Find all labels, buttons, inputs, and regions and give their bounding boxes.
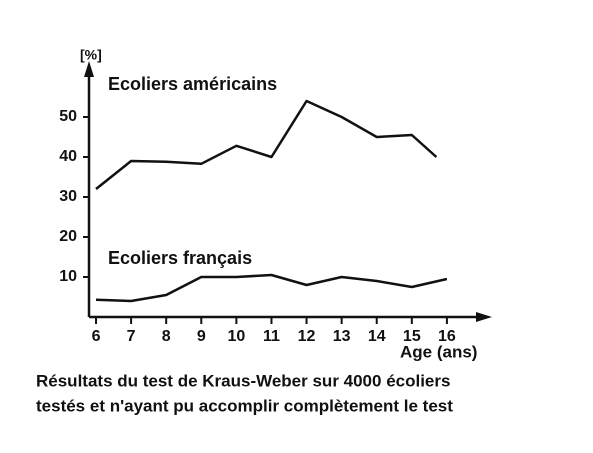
caption-line: Résultats du test de Kraus-Weber sur 400… — [36, 371, 450, 390]
y-tick-label: 20 — [59, 228, 77, 245]
series-line — [95, 273, 448, 303]
x-tick-label: 16 — [438, 328, 456, 345]
x-tick-label: 15 — [403, 328, 421, 345]
x-axis-label: Age (ans) — [400, 342, 477, 361]
y-axis-arrow — [84, 61, 94, 77]
y-axis-label: [%] — [80, 47, 102, 63]
y-tick-label: 10 — [59, 268, 77, 285]
y-tick-label: 40 — [59, 148, 77, 165]
series-label: Ecoliers français — [108, 248, 252, 268]
series-line — [95, 99, 438, 190]
x-axis-arrow — [476, 312, 492, 322]
x-tick-label: 14 — [368, 328, 386, 345]
x-tick-label: 10 — [227, 328, 245, 345]
y-tick-label: 30 — [59, 188, 77, 205]
x-tick-label: 8 — [162, 328, 171, 345]
x-tick-label: 7 — [127, 328, 136, 345]
x-tick-label: 6 — [92, 328, 101, 345]
x-tick-label: 9 — [197, 328, 206, 345]
x-tick-label: 11 — [263, 328, 280, 345]
caption-line: testés et n'ayant pu accomplir complètem… — [36, 396, 453, 415]
x-tick-label: 12 — [298, 328, 316, 345]
series-label: Ecoliers américains — [108, 74, 277, 94]
y-tick-label: 50 — [59, 108, 77, 125]
x-tick-label: 13 — [333, 328, 351, 345]
